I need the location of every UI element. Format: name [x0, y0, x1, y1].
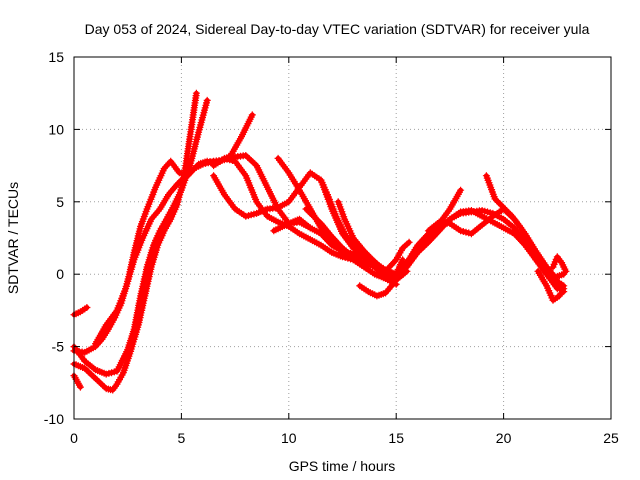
y-axis-label: SDTVAR / TECUs	[5, 182, 21, 294]
plus-markers	[70, 304, 91, 319]
grid-lines	[74, 57, 611, 419]
plus-markers	[92, 152, 314, 348]
series-track-6	[92, 152, 314, 348]
plus-markers	[534, 267, 568, 304]
series-track-17	[482, 172, 568, 281]
x-tick-label: 25	[603, 430, 619, 446]
series-track-2	[70, 372, 84, 391]
series-track-13	[334, 198, 383, 269]
y-tick-label: 10	[48, 121, 64, 137]
y-tick-label: -10	[44, 411, 64, 427]
plus-markers	[334, 198, 383, 269]
x-tick-label: 0	[70, 430, 78, 446]
chart-title: Day 053 of 2024, Sidereal Day-to-day VTE…	[85, 21, 590, 37]
data-series	[70, 89, 570, 394]
series-track-14	[356, 259, 411, 300]
plus-markers	[403, 207, 568, 296]
plus-markers	[356, 259, 411, 300]
plus-markers	[549, 253, 570, 275]
y-tick-label: 0	[56, 266, 64, 282]
x-tick-label: 20	[496, 430, 512, 446]
y-tick-label: 5	[56, 194, 64, 210]
x-tick-label: 15	[388, 430, 404, 446]
series-track-18	[534, 267, 568, 304]
y-tick-label: -5	[52, 339, 65, 355]
x-tick-label: 10	[281, 430, 297, 446]
plus-markers	[482, 172, 568, 281]
x-tick-label: 5	[178, 430, 186, 446]
x-axis-label: GPS time / hours	[289, 458, 396, 474]
series-track-1	[70, 304, 91, 319]
series-track-19	[549, 253, 570, 275]
series-path	[93, 153, 313, 347]
plot-frame	[73, 56, 612, 420]
axis-ticks: 0 5 10 15 20 25 -10 -5 0 5 10 15	[44, 49, 619, 446]
y-tick-label: 15	[48, 49, 64, 65]
